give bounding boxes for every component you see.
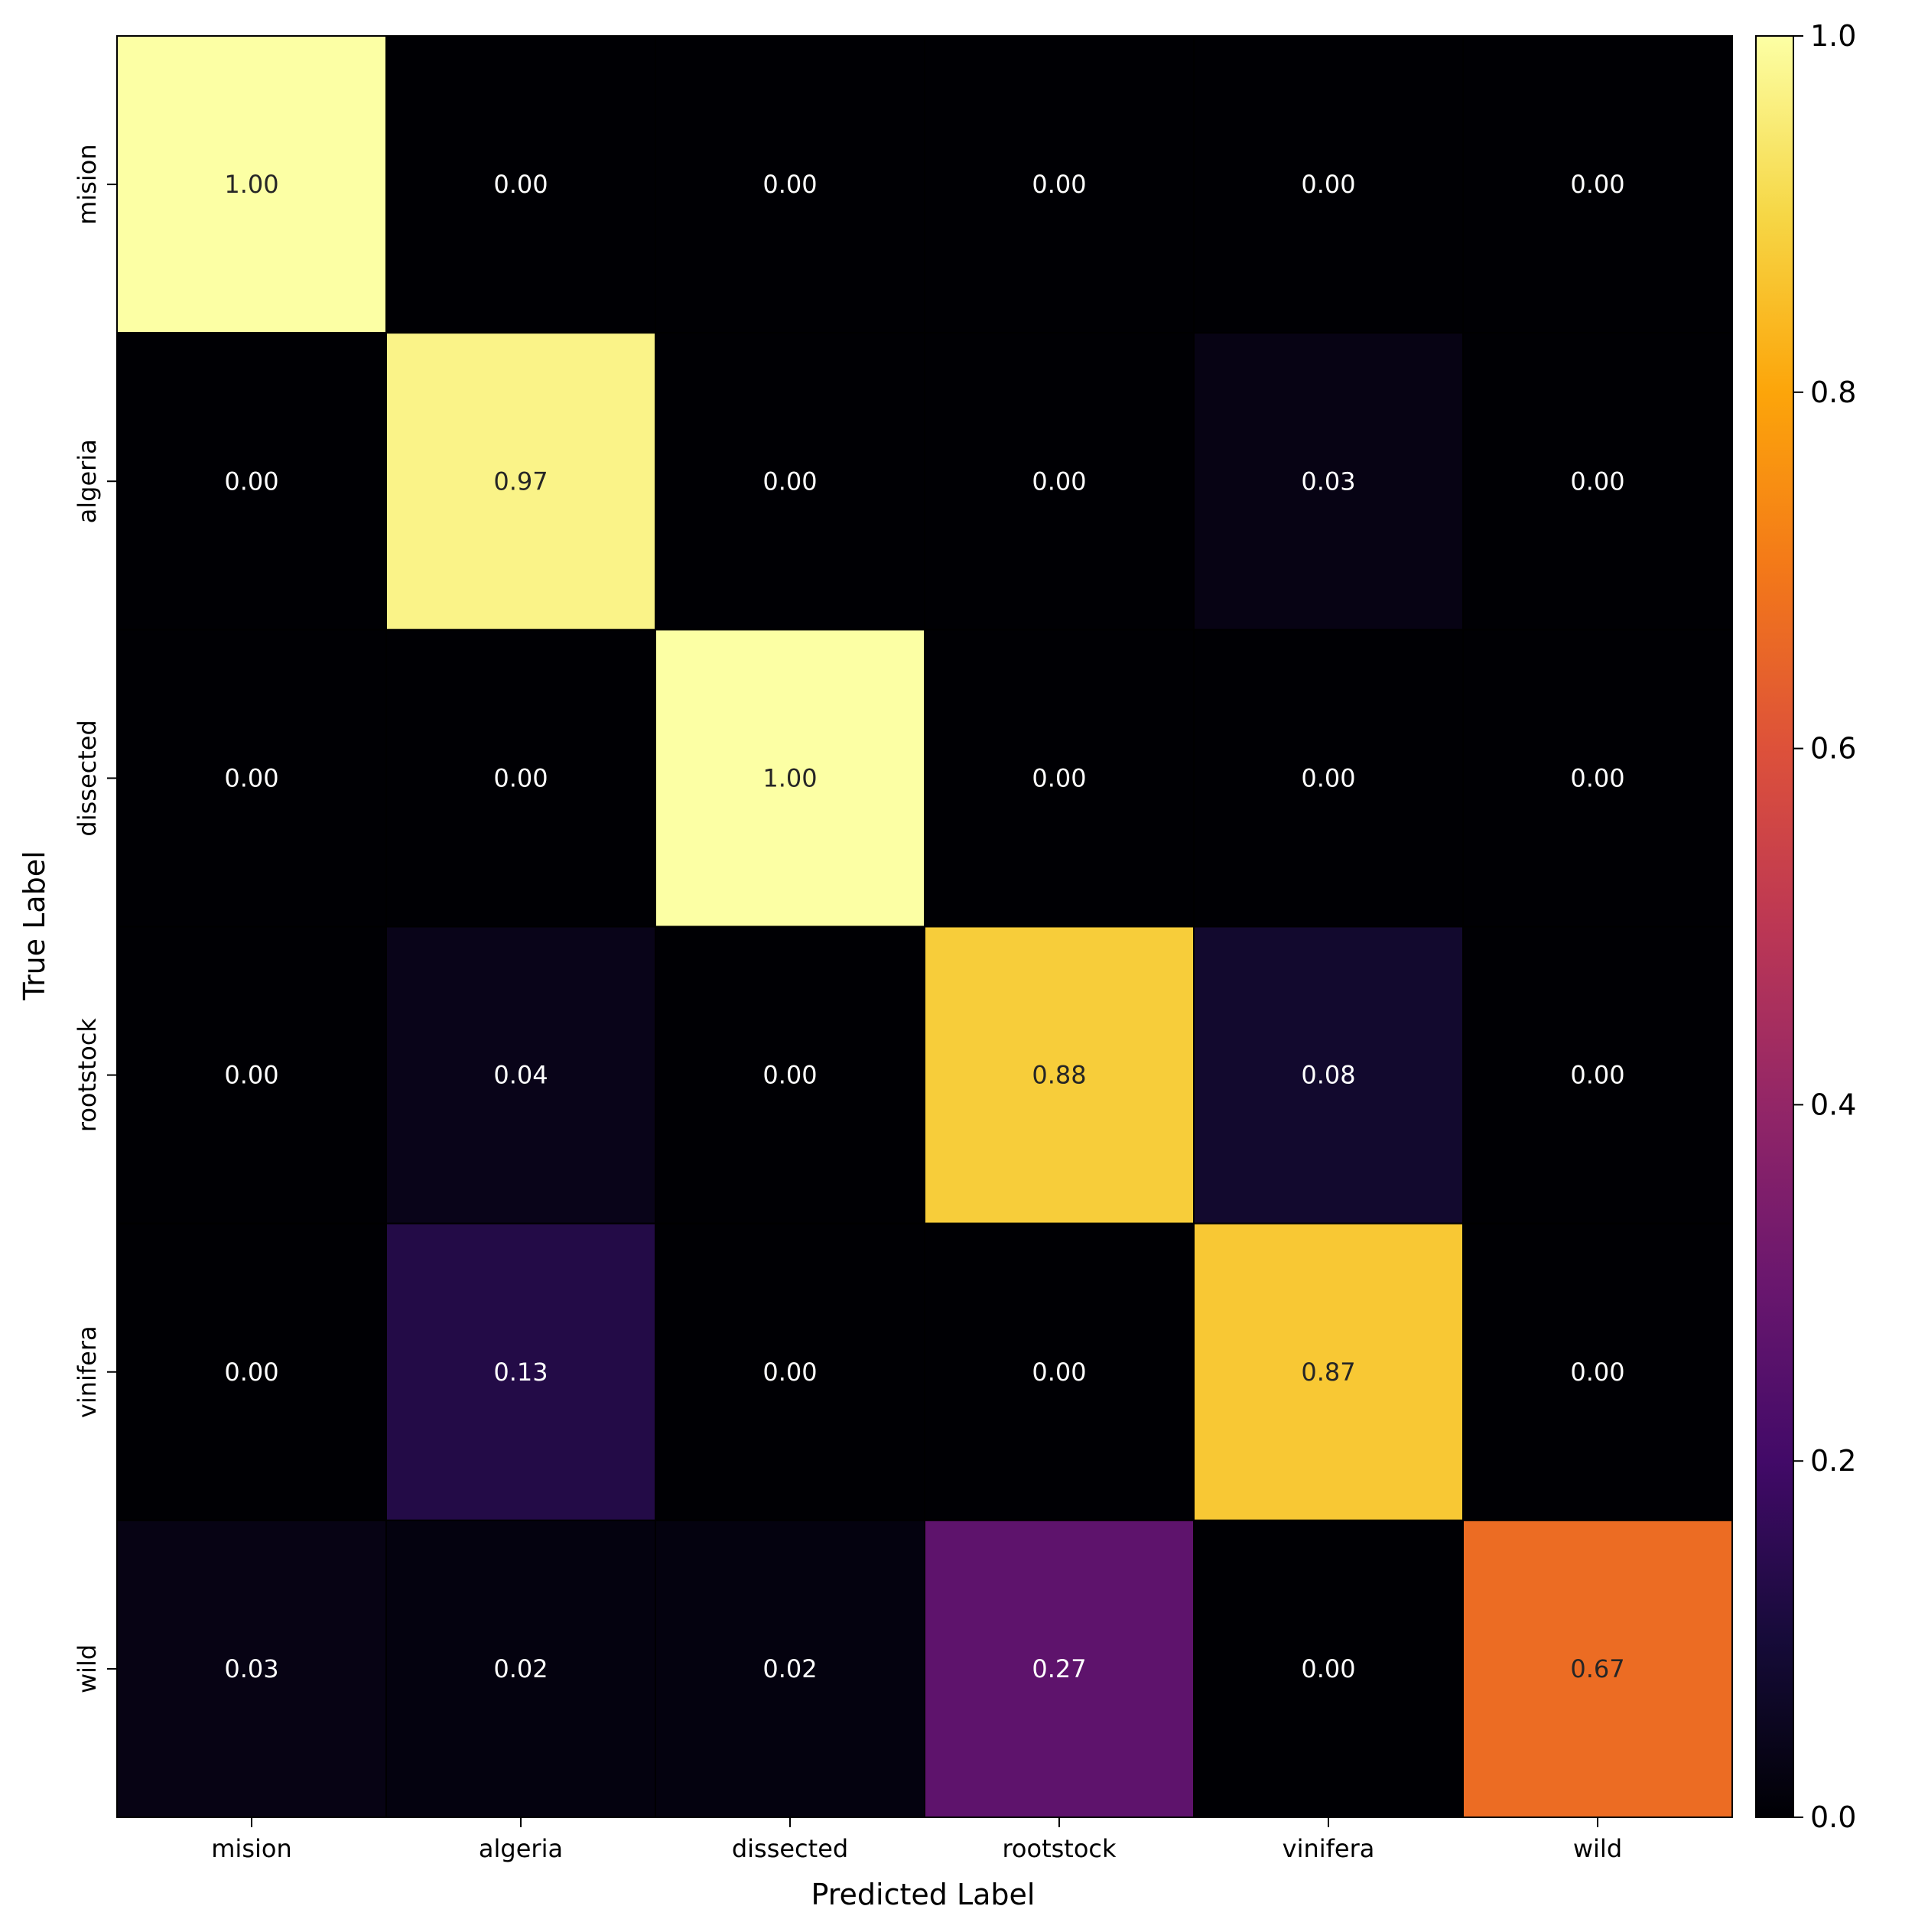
colorbar-tick-label-3: 0.6	[1810, 732, 1856, 766]
cell-value-label-1-2: 0.00	[762, 467, 817, 496]
heatmap-cell-2-5	[1462, 629, 1733, 928]
heatmap-cell-5-0	[116, 1519, 387, 1819]
cell-value-label-1-5: 0.00	[1570, 467, 1624, 496]
heatmap-cell-4-0	[116, 1222, 387, 1521]
heatmap-cell-3-4	[1193, 925, 1464, 1225]
x-tick-label-5: wild	[1573, 1834, 1622, 1863]
cell-value-label-1-3: 0.00	[1032, 467, 1086, 496]
cell-value-label-2-3: 0.00	[1032, 763, 1086, 792]
heatmap-cell-2-4	[1193, 629, 1464, 928]
heatmap-cell-3-3	[924, 925, 1195, 1225]
heatmap-cell-4-4	[1193, 1222, 1464, 1521]
axes: mision algeria dissected rootstock vinifera w…	[73, 35, 1733, 1863]
heatmap-cell-1-1	[385, 332, 656, 631]
heatmap-cell-2-2	[655, 629, 925, 928]
heatmap-cell-0-4	[1193, 35, 1464, 334]
cell-value-label-4-4: 0.87	[1301, 1358, 1355, 1387]
cell-value-label-4-5: 0.00	[1570, 1358, 1624, 1387]
cell-value-label-3-5: 0.00	[1570, 1061, 1624, 1090]
heatmap-cell-2-0	[116, 629, 387, 928]
y-tick-label-4: vinifera	[73, 1325, 102, 1418]
x-tick-label-1: algeria	[479, 1834, 563, 1863]
cell-value-label-3-0: 0.00	[224, 1061, 278, 1090]
cell-value-label-4-0: 0.00	[224, 1358, 278, 1387]
heatmap-cell-0-1	[385, 35, 656, 334]
cell-value-label-3-3: 0.88	[1032, 1061, 1086, 1090]
heatmap-cell-1-5	[1462, 332, 1733, 631]
cell-value-label-3-2: 0.00	[762, 1061, 817, 1090]
cell-value-label-5-0: 0.03	[224, 1654, 278, 1683]
cell-value-label-4-2: 0.00	[762, 1358, 817, 1387]
heatmap-cells	[116, 35, 1733, 1819]
y-tick-label-3: rootstock	[73, 1018, 102, 1133]
cell-value-label-1-0: 0.00	[224, 467, 278, 496]
cell-value-label-0-1: 0.00	[493, 170, 548, 199]
x-tick-label-3: rootstock	[1002, 1834, 1117, 1863]
y-tick-label-5: wild	[73, 1644, 102, 1693]
heatmap-cell-3-1	[385, 925, 656, 1225]
cell-value-label-0-5: 0.00	[1570, 170, 1624, 199]
heatmap-cell-4-1	[385, 1222, 656, 1521]
heatmap-cell-0-3	[924, 35, 1195, 334]
cell-value-label-4-3: 0.00	[1032, 1358, 1086, 1387]
colorbar-tick-label-0: 0.0	[1810, 1800, 1856, 1834]
cell-value-label-0-0: 1.00	[224, 170, 278, 199]
cell-value-label-5-4: 0.00	[1301, 1654, 1355, 1683]
x-axis-label: Predicted Label	[811, 1878, 1036, 1911]
cell-value-label-3-4: 0.08	[1301, 1061, 1355, 1090]
cell-value-label-2-1: 0.00	[493, 763, 548, 792]
cell-value-label-5-3: 0.27	[1032, 1654, 1086, 1683]
heatmap-cell-3-0	[116, 925, 387, 1225]
cell-value-label-1-1: 0.97	[493, 467, 548, 496]
colorbar-tick-label-5: 1.0	[1810, 19, 1856, 53]
heatmap-cell-2-3	[924, 629, 1195, 928]
colorbar-tick-label-1: 0.2	[1810, 1444, 1856, 1478]
x-tick-label-2: dissected	[732, 1834, 848, 1863]
plot-frame	[116, 35, 1733, 1818]
cell-value-label-2-4: 0.00	[1301, 763, 1355, 792]
heatmap-cell-2-1	[385, 629, 656, 928]
y-tick-label-0: mision	[73, 144, 102, 224]
cell-value-label-0-4: 0.00	[1301, 170, 1355, 199]
heatmap-cell-0-0	[116, 35, 387, 334]
cell-value-label-5-2: 0.02	[762, 1654, 817, 1683]
cell-value-label-0-3: 0.00	[1032, 170, 1086, 199]
cell-value-label-2-2: 1.00	[762, 763, 817, 792]
cell-value-label-2-5: 0.00	[1570, 763, 1624, 792]
cell-value-label-2-0: 0.00	[224, 763, 278, 792]
cell-value-label-5-5: 0.67	[1570, 1654, 1624, 1683]
colorbar: 0.0 0.2 0.4 0.6 0.8 1.0	[1755, 19, 1856, 1834]
y-axis-label: True Label	[18, 851, 51, 1000]
cell-value-label-1-4: 0.03	[1301, 467, 1355, 496]
heatmap-cell-5-4	[1193, 1519, 1464, 1819]
heatmap-cell-3-2	[655, 925, 925, 1225]
heatmap-cell-5-5	[1462, 1519, 1733, 1819]
x-tick-label-0: mision	[211, 1834, 291, 1863]
heatmap-cell-4-3	[924, 1222, 1195, 1521]
colorbar-gradient	[1755, 35, 1794, 1818]
heatmap-cell-5-3	[924, 1519, 1195, 1819]
heatmap-cell-4-2	[655, 1222, 925, 1521]
cell-value-label-3-1: 0.04	[493, 1061, 548, 1090]
heatmap-cell-1-3	[924, 332, 1195, 631]
y-tick-label-2: dissected	[73, 720, 102, 836]
cell-value-label-5-1: 0.02	[493, 1654, 548, 1683]
heatmap-cell-0-5	[1462, 35, 1733, 334]
heatmap-cell-1-0	[116, 332, 387, 631]
colorbar-tick-label-4: 0.8	[1810, 376, 1856, 409]
cell-value-label-4-1: 0.13	[493, 1358, 548, 1387]
colorbar-tick-label-2: 0.4	[1810, 1088, 1856, 1121]
y-tick-label-1: algeria	[73, 439, 102, 523]
heatmap-cell-labels: 1.00 0.00 0.00 0.00 0.00 0.00 0.00 0.97 0.00 0.00…	[224, 170, 1624, 1683]
cell-value-label-0-2: 0.00	[762, 170, 817, 199]
x-tick-label-4: vinifera	[1283, 1834, 1375, 1863]
